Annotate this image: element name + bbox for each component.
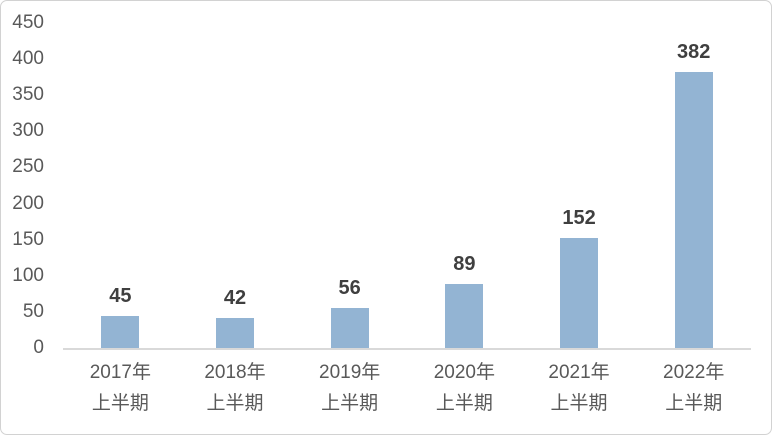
y-tick-label: 200 [12,192,44,214]
bar-slot: 56 [292,23,407,348]
bar-value-label: 152 [562,207,596,230]
x-category-half: 上半期 [91,393,149,414]
y-axis: 450 400 350 300 250 200 150 100 50 0 [1,1,46,434]
y-tick-label: 100 [12,264,44,286]
bar-value-label: 56 [338,276,361,299]
bar [101,315,140,348]
bar-value-label: 42 [223,286,247,309]
x-category-year: 2020年 [433,362,495,383]
bar-slot: 89 [407,23,522,348]
bar-slot: 382 [636,23,751,348]
x-category-half: 上半期 [665,393,723,414]
x-category-half: 上半期 [550,393,608,414]
x-category-label: 2019年上半期 [292,357,407,419]
x-category-label: 2021年上半期 [522,357,637,419]
y-tick-label: 300 [12,120,44,142]
plot-area: 45 42 56 89 152 382 [63,23,751,350]
x-category-year: 2017年 [89,362,151,383]
x-category-label: 2020年上半期 [407,357,522,419]
x-axis: 2017年 上半期 2018年 上半期 2019年 上半期 2020年 上半期 2021年 上半期… [63,357,751,419]
x-category-label: 2018年上半期 [178,357,293,419]
x-category-half: 上半期 [321,393,379,414]
bar-value-label: 45 [109,284,132,307]
x-category-half: 上半期 [435,393,493,414]
bar-slot: 152 [522,23,637,348]
x-category-half: 上半期 [206,393,264,414]
bar-value-label: 382 [677,41,711,64]
y-tick-label: 250 [12,156,44,178]
y-tick-label: 350 [12,84,44,106]
x-category-year: 2022年 [663,362,725,383]
y-tick-label: 0 [33,337,44,358]
x-category-year: 2021年 [548,362,610,383]
x-category-label: 2017年上半期 [63,357,178,419]
x-category-label: 2022年上半期 [636,357,751,419]
y-tick-label: 150 [12,228,44,250]
y-tick-label: 50 [22,300,44,322]
bar-slot: 45 [63,23,178,348]
x-category-year: 2018年 [204,362,266,383]
y-tick-label: 400 [12,48,44,70]
bar-value-label: 89 [453,252,476,275]
bar-slot: 42 [178,23,293,348]
bar [445,283,484,348]
x-category-year: 2019年 [319,362,381,383]
bar [330,307,369,348]
bar [216,317,254,348]
y-tick-label: 450 [12,12,44,33]
bar [674,72,713,348]
bar [560,238,599,348]
